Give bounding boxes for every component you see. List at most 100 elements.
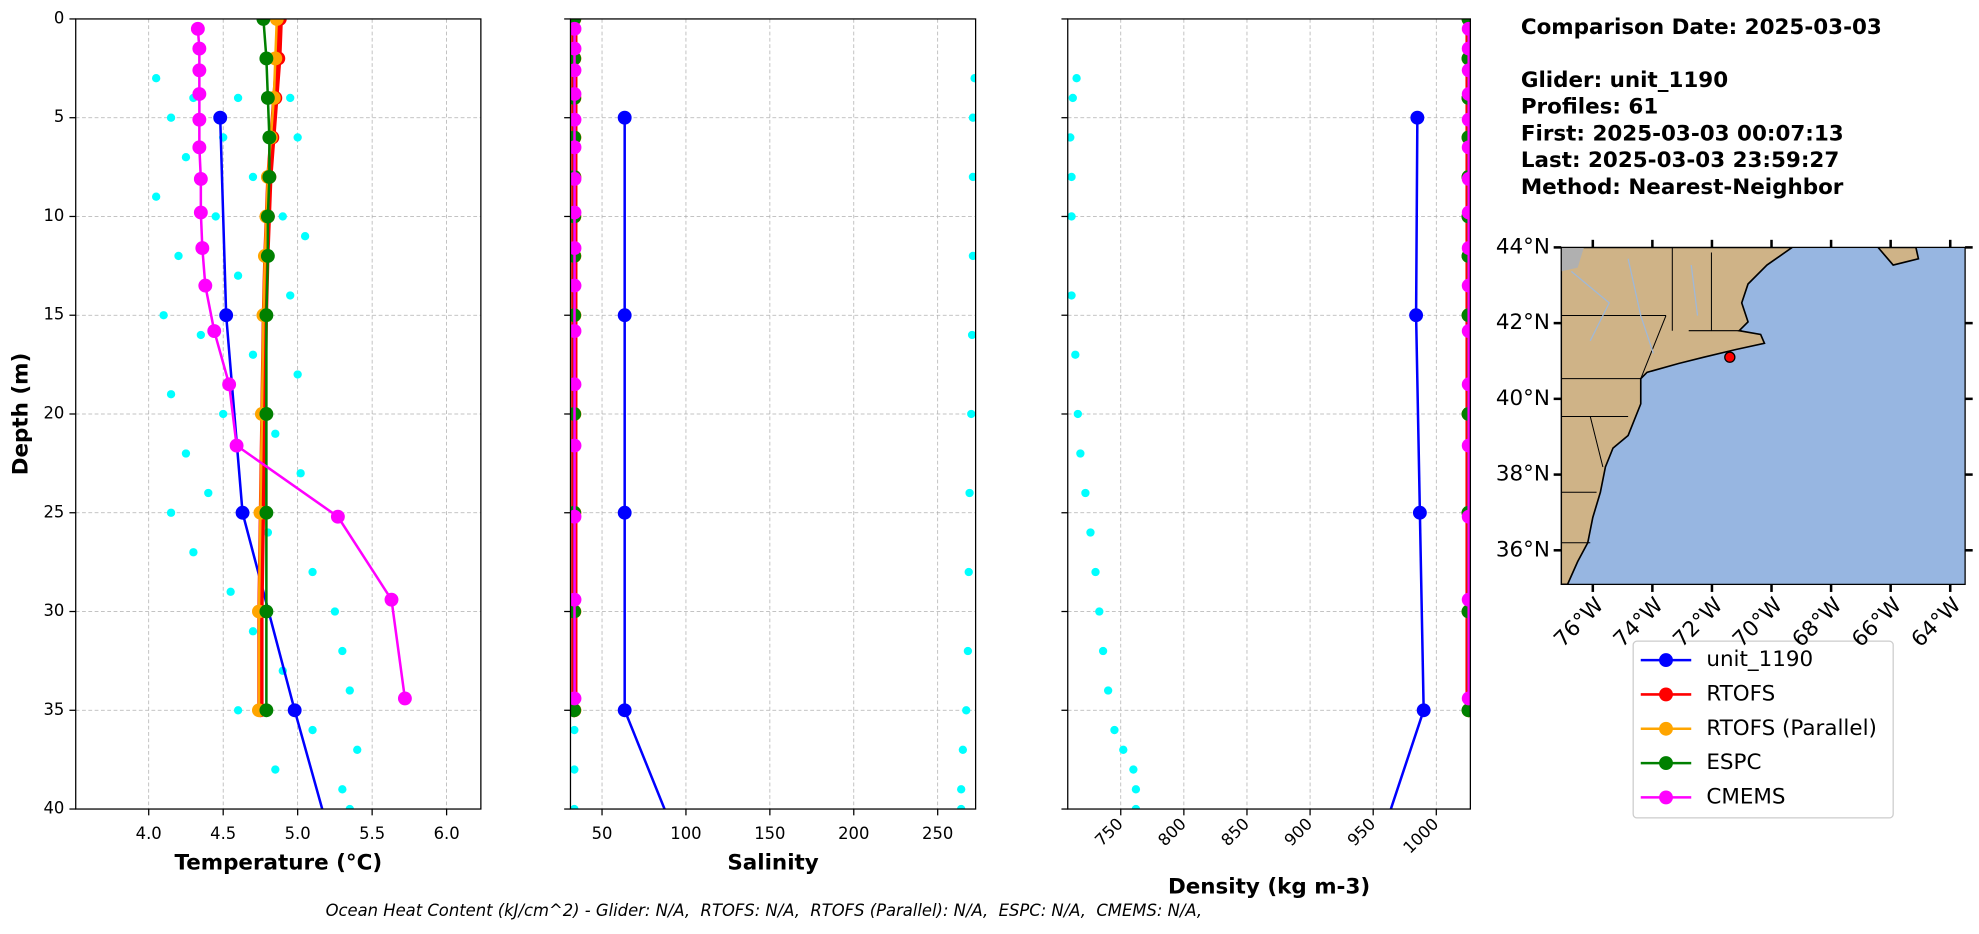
profile-marker: [570, 592, 582, 607]
footer: Ocean Heat Content (kJ/cm^2) - Glider: N…: [326, 901, 1202, 920]
y-tick-label: 36°N: [1496, 537, 1550, 562]
glider-point: [1129, 765, 1138, 774]
x-tick-label: 900: [1281, 814, 1317, 850]
x-tick-label: 64°W: [1907, 593, 1967, 653]
glider-point: [181, 153, 191, 162]
x-tick-label: 850: [1217, 814, 1253, 850]
profile-marker: [192, 112, 207, 127]
profile-marker: [193, 205, 208, 220]
legend-marker: [1659, 721, 1673, 736]
x-tick-label: 50: [592, 824, 613, 843]
glider-point: [308, 567, 317, 577]
profile-marker: [1412, 505, 1427, 520]
glider-point: [1067, 172, 1076, 182]
glider-point: [1098, 646, 1108, 656]
legend-marker: [1659, 687, 1673, 702]
axes-frame: [75, 18, 482, 810]
x-tick-label: 250: [922, 824, 953, 843]
legend-label: RTOFS: [1706, 681, 1775, 706]
y-tick-label: 20: [44, 403, 65, 422]
y-axis-label: Depth (m): [8, 353, 33, 476]
info-line: Glider: unit_1190: [1521, 68, 1728, 93]
y-tick-label: 15: [44, 305, 65, 324]
x-tick-label: 5.0: [285, 824, 311, 843]
legend-marker: [1659, 756, 1673, 771]
profile-marker: [1461, 691, 1471, 706]
profile-marker: [570, 278, 582, 293]
glider-point: [166, 508, 176, 517]
x-tick-label: 150: [754, 824, 785, 843]
profile-marker: [193, 171, 208, 186]
glider-point: [345, 804, 354, 810]
glider-point: [1131, 785, 1141, 794]
profile-marker: [570, 63, 582, 78]
profile-marker: [570, 604, 582, 619]
profile-marker: [617, 703, 632, 718]
profile-marker: [570, 41, 582, 56]
info-line: First: 2025-03-03 00:07:13: [1521, 121, 1844, 146]
glider-point: [278, 212, 287, 221]
glider-point: [233, 93, 243, 103]
glider-point: [957, 785, 966, 794]
profile-marker: [262, 130, 277, 145]
profile-marker: [1461, 509, 1471, 524]
glider-point: [968, 172, 976, 182]
glider-point: [293, 133, 302, 142]
profile-marker: [1410, 110, 1425, 125]
glider-point: [1131, 804, 1141, 810]
glider-location: [1724, 351, 1736, 363]
profile-marker: [570, 112, 582, 127]
profile-marker: [1409, 308, 1424, 323]
x-tick-label: 200: [838, 824, 869, 843]
profile-marker: [260, 91, 275, 105]
glider-point: [1086, 528, 1095, 537]
glider-point: [967, 409, 976, 419]
x-tick-label: 800: [1154, 814, 1190, 850]
y-tick-label: 30: [44, 601, 65, 620]
profile-marker: [384, 592, 399, 607]
profile-marker: [617, 505, 632, 520]
glider-point: [233, 271, 243, 280]
glider-point: [286, 291, 295, 300]
profile-marker: [1461, 324, 1471, 338]
profile-marker: [570, 703, 582, 718]
profile-marker: [198, 278, 213, 293]
glider-point: [174, 251, 183, 261]
glider-point: [962, 706, 971, 715]
glider-point: [159, 311, 168, 320]
land-outside: [1561, 247, 1584, 272]
glider-point: [263, 528, 273, 537]
legend-marker: [1659, 653, 1673, 668]
plot-area: [1067, 18, 1471, 810]
profile-marker: [259, 703, 274, 718]
glider-point: [151, 192, 161, 201]
info-line: Last: 2025-03-03 23:59:27: [1521, 148, 1839, 173]
x-tick-label: 5.5: [359, 824, 385, 843]
plot-area: [151, 18, 412, 810]
x-tick-label: 950: [1344, 814, 1380, 850]
glider-point: [293, 370, 302, 379]
profile-marker: [570, 172, 582, 186]
y-tick-label: 42°N: [1496, 310, 1550, 335]
glider-point: [151, 74, 161, 83]
state-borders: [1561, 247, 1742, 544]
glider-point: [968, 113, 976, 122]
profile-marker: [1461, 377, 1471, 392]
panel: 50 100 150 200 250 Salinity: [564, 18, 977, 875]
axes-frame: [1067, 18, 1471, 810]
profile-marker: [195, 241, 210, 256]
profile-marker: [259, 308, 274, 323]
profile-marker: [259, 407, 274, 421]
y-tick-label: 10: [44, 206, 65, 225]
glider-point: [963, 646, 973, 656]
x-tick-label: 4.5: [210, 824, 236, 843]
map-frame: [1560, 246, 1966, 586]
info-line: Profiles: 61: [1521, 95, 1658, 120]
glider-point: [1072, 74, 1081, 83]
x-tick-label: 100: [670, 824, 701, 843]
y-tick-label: 38°N: [1496, 462, 1550, 487]
profile-marker: [1461, 63, 1471, 78]
profile-marker: [1461, 21, 1471, 36]
profile-marker: [330, 509, 345, 524]
glider-point: [196, 330, 206, 340]
